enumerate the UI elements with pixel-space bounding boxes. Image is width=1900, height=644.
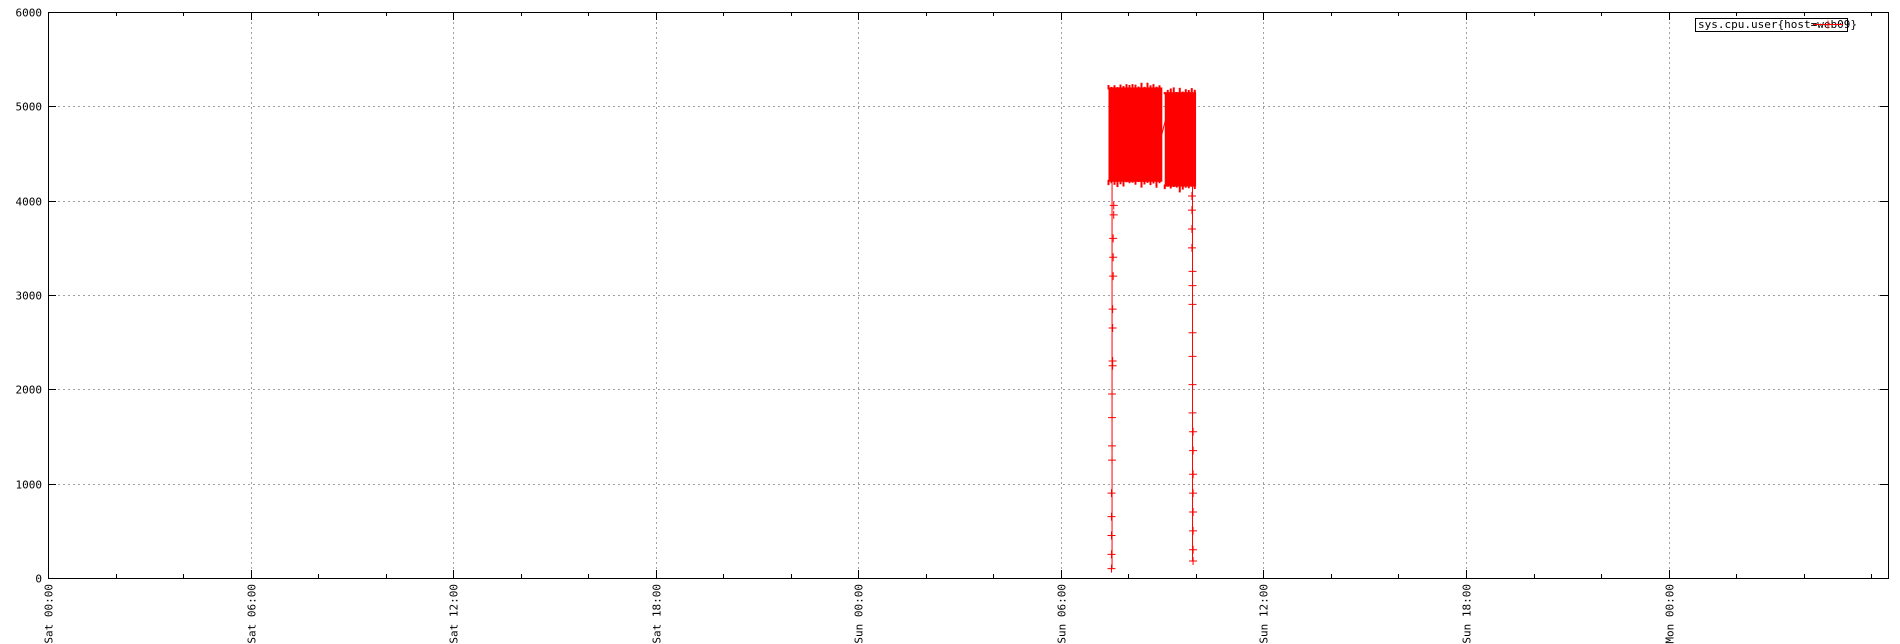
x-tick-label: Sat 06:00 [246,584,259,644]
data-point [1187,224,1196,233]
data-point [1187,243,1196,252]
series-marks [1107,82,1198,573]
data-point [1189,526,1198,535]
data-point [1108,305,1117,314]
legend-box [1695,18,1848,32]
y-tick-label: 3000 [16,290,43,303]
data-point [1107,531,1116,540]
data-band-edge-marks [1107,82,1161,188]
data-point [1187,206,1196,215]
data-band-edge-marks [1163,87,1196,193]
grid-lines [48,12,1888,578]
legend: sys.cpu.user{host=web09} [1695,18,1857,32]
x-tick-label: Sun 00:00 [853,584,866,644]
data-point [1189,557,1198,566]
x-tick-label: Sat 18:00 [651,584,664,644]
data-band-1 [1164,92,1197,187]
data-band-0 [1108,87,1163,182]
data-point [1107,550,1116,559]
legend-marker [1824,20,1832,29]
data-point [1108,324,1117,333]
data-point [1108,357,1117,366]
y-tick-label: 5000 [16,101,43,114]
data-point [1189,489,1198,498]
data-point [1189,507,1198,516]
data-point [1189,446,1198,455]
data-point [1109,210,1118,219]
legend-label: sys.cpu.user{host=web09} [1698,18,1857,31]
data-point [1187,191,1196,200]
data-point [1109,234,1118,243]
data-point [1189,427,1198,436]
x-tick-label: Sat 00:00 [43,584,56,644]
y-tick-label: 6000 [16,7,43,20]
data-point [1189,470,1198,479]
data-point [1107,512,1116,521]
x-tick-label: Mon 00:00 [1664,584,1677,644]
data-point [1109,201,1118,210]
x-tick-label: Sun 12:00 [1258,584,1271,644]
data-point [1109,272,1118,281]
axis-ticks: 0 1000 2000 3000 4000 5000 6000 Sat 00:00 Sat 06… [16,7,1888,644]
y-tick-label: 4000 [16,196,43,209]
y-tick-label: 1000 [16,479,43,492]
y-tick-label: 0 [35,573,42,586]
data-point [1107,564,1116,573]
data-point [1109,253,1118,262]
x-tick-label: Sun 18:00 [1461,584,1474,644]
data-point [1189,545,1198,554]
y-tick-label: 2000 [16,384,43,397]
x-tick-label: Sat 12:00 [448,584,461,644]
series-line [1158,110,1169,145]
data-point [1107,489,1116,498]
x-tick-label: Sun 06:00 [1056,584,1069,644]
